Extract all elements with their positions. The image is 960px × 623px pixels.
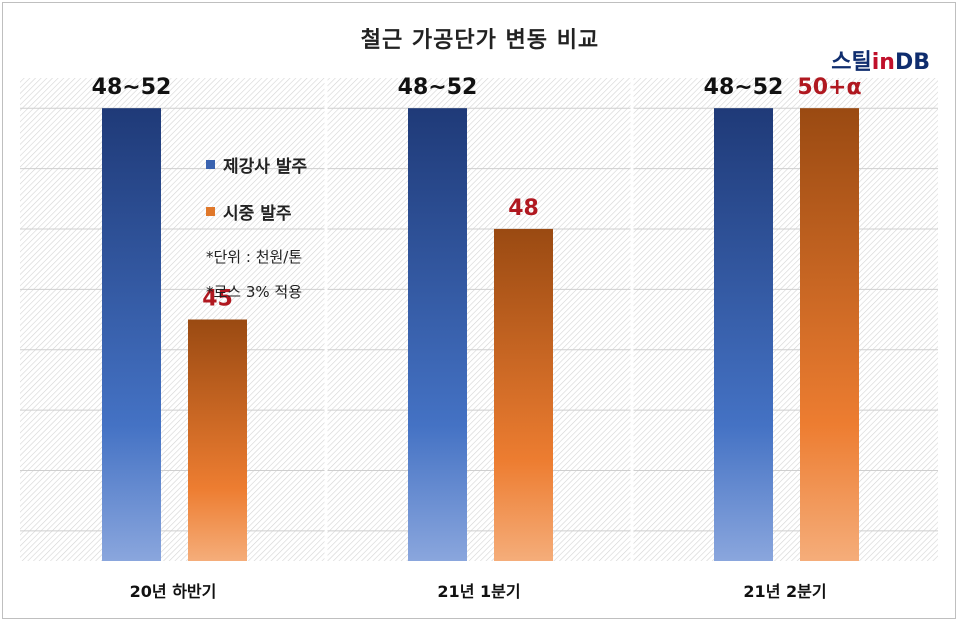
data-label: 48 — [508, 196, 539, 221]
legend-swatch-blue — [206, 160, 215, 169]
data-label: 48~52 — [92, 75, 172, 100]
data-label: 48~52 — [398, 75, 478, 100]
data-label: 50+α — [797, 75, 861, 100]
bars — [102, 108, 859, 561]
logo-part-1: 스틸 — [831, 50, 872, 75]
bar-market-order — [800, 108, 859, 561]
bar-steelmaker-order — [408, 108, 467, 561]
data-label: 48~52 — [704, 75, 784, 100]
logo-part-2: in — [871, 50, 895, 75]
category-labels: 20년 하반기 21년 1분기 21년 2분기 — [130, 582, 827, 601]
bar-steelmaker-order — [102, 108, 161, 561]
unit-note: *단위 : 천원/톤 — [206, 248, 303, 266]
legend-label-series-2: 시중 발주 — [223, 204, 292, 224]
bar-market-order — [188, 319, 247, 561]
loss-note: *로스 3% 적용 — [206, 283, 303, 301]
legend-item-series-1: 제강사 발주 — [206, 152, 307, 177]
legend-swatch-orange — [206, 207, 215, 216]
legend-item-series-2: 시중 발주 — [206, 199, 307, 224]
steelindb-logo: 스틸inDB — [831, 44, 930, 76]
legend-label-series-1: 제강사 발주 — [223, 157, 308, 177]
data-label: 45 — [202, 287, 233, 312]
bar-market-order — [494, 228, 553, 561]
chart-title: 철근 가공단가 변동 비교 — [360, 28, 600, 53]
category-separators — [324, 78, 634, 561]
x-tick-label: 21년 1분기 — [437, 582, 520, 601]
logo-part-3: DB — [894, 50, 930, 75]
gridlines — [20, 107, 938, 532]
x-tick-label: 21년 2분기 — [743, 582, 826, 601]
legend: 제강사 발주 시중 발주 *단위 : 천원/톤 *로스 3% 적용 — [206, 152, 307, 316]
value-labels: 48~52 45 48~52 48 48~52 50+α — [92, 75, 862, 311]
plot-background — [20, 78, 938, 561]
bar-steelmaker-order — [714, 108, 773, 561]
x-tick-label: 20년 하반기 — [130, 582, 217, 601]
